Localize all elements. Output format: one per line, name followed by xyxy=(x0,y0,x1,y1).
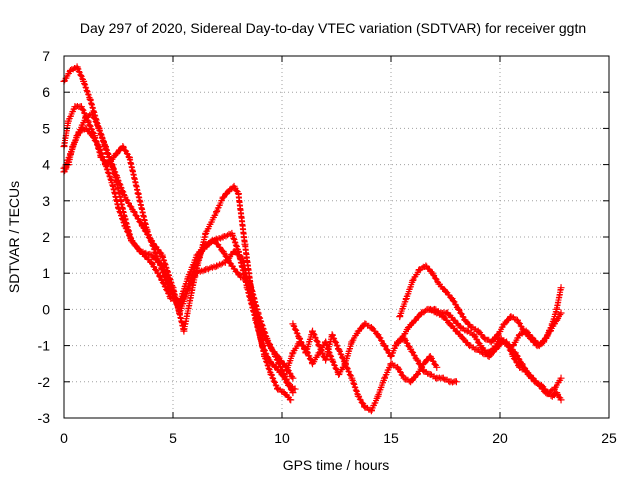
y-tick-label: 5 xyxy=(42,120,50,136)
y-tick-label: 0 xyxy=(42,301,50,317)
y-tick-label: 1 xyxy=(42,265,50,281)
y-tick-label: -3 xyxy=(38,410,51,426)
data-series xyxy=(60,63,565,415)
data-point xyxy=(341,360,349,368)
y-tick-label: -1 xyxy=(38,338,51,354)
y-axis-label: SDTVAR / TECUs xyxy=(6,181,22,293)
grid-lines xyxy=(64,56,609,418)
data-point xyxy=(387,352,395,360)
series-track-9 xyxy=(426,305,565,397)
series-track-6 xyxy=(282,338,441,415)
series-track-7 xyxy=(396,262,565,350)
x-tick-label: 5 xyxy=(169,430,177,446)
x-tick-label: 25 xyxy=(601,430,617,446)
series-trail xyxy=(283,339,439,413)
y-tick-label: 7 xyxy=(42,48,50,64)
series-track-10 xyxy=(509,284,565,350)
tick-labels: 0 5 10 15 20 25 -3 -2 -1 0 1 2 3 4 5 6 7 xyxy=(38,48,617,446)
x-tick-label: 15 xyxy=(383,430,399,446)
y-tick-label: 3 xyxy=(42,193,50,209)
series-track-8 xyxy=(391,305,565,404)
series-trail xyxy=(61,111,296,394)
axis-ticks xyxy=(63,55,610,419)
series-trail xyxy=(510,286,564,349)
data-point xyxy=(213,208,221,216)
chart-title: Day 297 of 2020, Sidereal Day-to-day VTE… xyxy=(80,20,586,36)
y-tick-label: -2 xyxy=(38,374,51,390)
series-track-5 xyxy=(289,320,460,386)
data-point xyxy=(557,309,565,317)
series-track-4 xyxy=(60,110,297,397)
series-trail xyxy=(428,307,564,396)
data-point xyxy=(509,342,517,350)
x-tick-label: 20 xyxy=(492,430,508,446)
series-trail xyxy=(393,306,564,401)
x-tick-label: 0 xyxy=(60,430,68,446)
series-trail xyxy=(397,263,564,348)
x-tick-label: 10 xyxy=(274,430,290,446)
y-tick-label: 4 xyxy=(42,157,50,173)
series-trail xyxy=(61,65,293,403)
y-tick-label: 2 xyxy=(42,229,50,245)
x-axis-label: GPS time / hours xyxy=(283,457,390,473)
y-tick-label: 6 xyxy=(42,84,50,100)
